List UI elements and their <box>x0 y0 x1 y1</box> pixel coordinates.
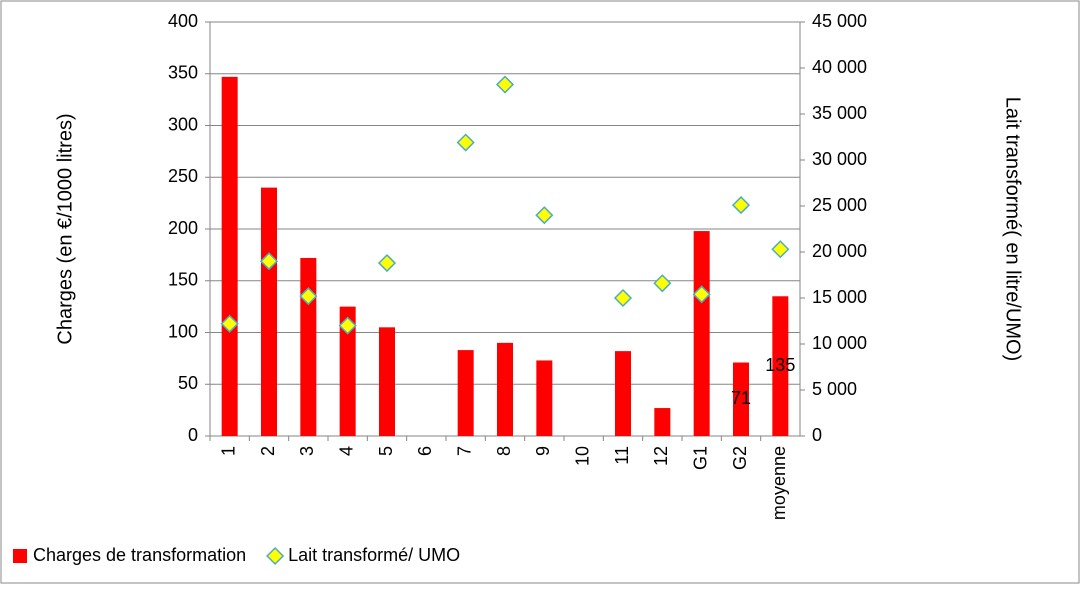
bar <box>654 408 671 436</box>
x-tick-label: 12 <box>651 446 671 466</box>
y-tick-label: 100 <box>168 321 198 341</box>
bar <box>221 76 238 436</box>
legend-label: Lait transformé/ UMO <box>288 545 460 565</box>
x-tick-label: 2 <box>258 446 278 456</box>
y-tick-label: 350 <box>168 63 198 83</box>
marker <box>535 206 554 225</box>
x-tick-label: 6 <box>415 446 435 456</box>
marker <box>456 133 475 152</box>
marker <box>377 253 397 273</box>
bar <box>497 342 513 436</box>
marker <box>692 285 711 304</box>
bar <box>733 362 749 436</box>
marker <box>613 288 633 308</box>
y-axis-title: Charges (en €/1000 litres) <box>54 113 76 344</box>
x-tick-label: 11 <box>612 446 632 465</box>
x-tick-label: 8 <box>494 446 514 456</box>
x-tick-label: 3 <box>297 446 317 456</box>
data-label: 135 <box>765 355 795 375</box>
legend-label: Charges de transformation <box>33 545 246 565</box>
bar <box>339 306 356 436</box>
y2-tick-label: 10 000 <box>812 333 867 353</box>
bar <box>261 187 277 436</box>
y2-tick-label: 5 000 <box>812 379 857 399</box>
y-tick-label: 400 <box>168 11 198 31</box>
marker <box>259 252 279 271</box>
y-tick-label: 200 <box>168 218 198 238</box>
x-tick-label: G2 <box>730 446 750 470</box>
y2-tick-label: 15 000 <box>812 287 867 307</box>
x-tick-label: 7 <box>454 446 474 456</box>
bar <box>615 351 631 436</box>
marker <box>299 287 318 306</box>
bar <box>772 296 789 436</box>
x-tick-label: G1 <box>690 446 710 470</box>
marker <box>653 274 672 293</box>
legend-swatch <box>13 549 27 563</box>
y-tick-label: 0 <box>188 425 198 445</box>
y-tick-label: 50 <box>178 373 198 393</box>
marker <box>495 75 515 94</box>
y2-tick-label: 20 000 <box>812 241 867 261</box>
x-tick-label: moyenne <box>769 446 789 520</box>
y2-tick-label: 35 000 <box>812 103 867 123</box>
y-tick-label: 300 <box>168 114 198 134</box>
legend-swatch <box>266 546 285 566</box>
marker <box>220 314 239 333</box>
marker <box>731 196 751 215</box>
bar <box>457 350 474 436</box>
y2-tick-label: 30 000 <box>812 149 867 169</box>
bar <box>379 327 395 436</box>
bar <box>693 231 710 436</box>
y2-tick-label: 0 <box>812 425 822 445</box>
x-tick-label: 1 <box>218 446 238 456</box>
y2-tick-label: 25 000 <box>812 195 867 215</box>
marker <box>338 316 357 335</box>
y2-tick-label: 45 000 <box>812 11 867 31</box>
marker <box>771 240 790 259</box>
x-tick-label: 5 <box>376 446 396 456</box>
y2-axis-title: Lait transformé( en litre/UMO) <box>1002 97 1024 362</box>
y-tick-label: 250 <box>168 166 198 186</box>
bar <box>536 360 553 436</box>
bar <box>300 257 317 436</box>
y2-tick-label: 40 000 <box>812 57 867 77</box>
data-label: 71 <box>731 388 751 408</box>
y-tick-label: 150 <box>168 270 198 290</box>
x-tick-label: 10 <box>572 446 592 466</box>
x-tick-label: 4 <box>336 446 356 456</box>
x-tick-label: 9 <box>533 446 553 456</box>
